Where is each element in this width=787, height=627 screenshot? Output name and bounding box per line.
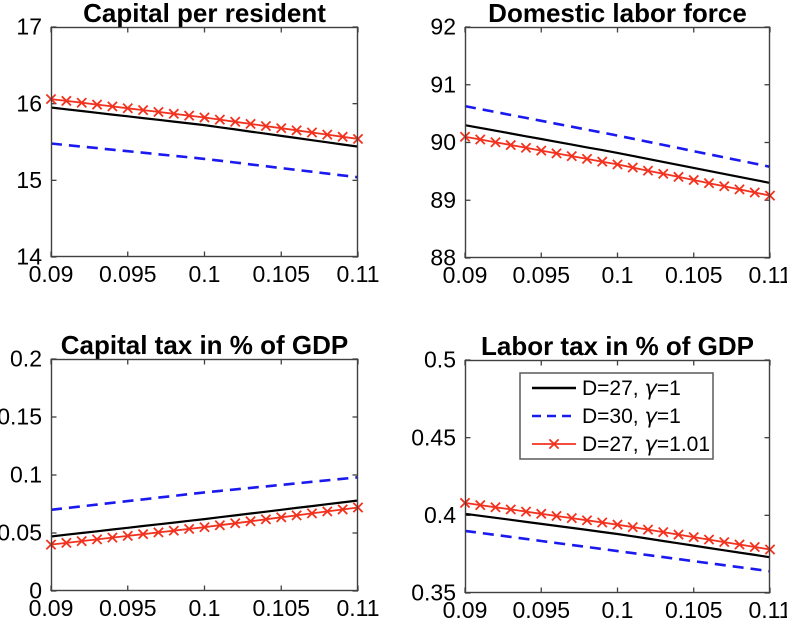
y-tick-label: 91 (430, 71, 456, 97)
axes-border (50, 26, 359, 258)
plot-canvas-labor-tax-gdp: 0.09 0.095 0.1 0.105 0.11 0.35 0.4 0.45 0.5 D=27,… (411, 347, 787, 623)
x-tick-label: 0.1 (602, 597, 634, 623)
series-markers-red (459, 497, 776, 555)
y-tick-label: 0.2 (10, 346, 42, 372)
y-tick-label: 92 (430, 14, 456, 40)
x-tick-label: 0.11 (336, 595, 379, 621)
chart-title: Capital tax in % of GDP (60, 330, 349, 360)
x-tick-label: 0.1 (189, 261, 221, 287)
plot-canvas-capital-per-resident: 0.09 0.095 0.1 0.105 0.11 14 15 16 17 (16, 14, 379, 287)
x-tick-label: 0.095 (99, 595, 157, 621)
series-line-black (464, 512, 771, 559)
series-markers-red (459, 131, 776, 201)
axes-border (464, 26, 771, 259)
x-tick-label: 0.1 (602, 262, 634, 288)
y-tick-label: 16 (16, 90, 42, 116)
legend-entry-label: D=27, γ=1.01 (582, 432, 710, 456)
x-tick-label: 0.11 (748, 597, 787, 623)
x-tick-label: 0.095 (512, 597, 570, 623)
legend-sample-marker (548, 438, 560, 450)
x-tick-label: 0.09 (443, 262, 488, 288)
axis-ticks (464, 26, 771, 259)
axis-tick-labels: 0.09 0.095 0.1 0.105 0.11 14 15 16 17 (16, 14, 379, 287)
series-line-black (464, 124, 771, 184)
y-tick-label: 14 (16, 244, 42, 270)
axis-ticks (50, 26, 359, 258)
x-tick-label: 0.105 (252, 261, 310, 287)
y-tick-label: 88 (430, 245, 456, 271)
axis-tick-labels: 0.09 0.095 0.1 0.105 0.11 0.35 0.4 0.45 0.5 (411, 347, 787, 623)
series-markers-red (45, 502, 364, 550)
series-line-black (50, 499, 359, 538)
x-tick-label: 0.105 (665, 262, 723, 288)
y-tick-label: 0.05 (0, 520, 42, 546)
y-tick-label: 0.1 (10, 462, 42, 488)
y-tick-label: 90 (430, 129, 456, 155)
plot-canvas-domestic-labor-force: 0.09 0.095 0.1 0.105 0.11 88 89 90 91 92 (430, 14, 787, 288)
series-line-black (50, 106, 359, 148)
series-line-blue (464, 104, 771, 169)
plot-canvas-capital-tax-gdp: 0.09 0.095 0.1 0.105 0.11 0 0.05 0.1 0.15 0.2 (0, 346, 380, 621)
legend-entry-label: D=30, γ=1 (582, 404, 681, 428)
subplot-capital-tax-gdp: Capital tax in % of GDP 0.09 0.095 0.1 0.10… (0, 330, 380, 621)
subplot-domestic-labor-force: Domestic labor force 0.09 0.095 0.1 0.105 0.… (430, 0, 787, 288)
y-tick-label: 0.45 (411, 424, 456, 450)
x-tick-label: 0.095 (99, 261, 157, 287)
y-tick-label: 17 (16, 14, 42, 40)
chart-title: Domestic labor force (488, 0, 747, 28)
chart-title: Labor tax in % of GDP (480, 331, 755, 361)
x-tick-label: 0.1 (189, 595, 221, 621)
x-tick-label: 0.09 (443, 597, 488, 623)
axes-border (464, 359, 771, 594)
axis-tick-labels: 0.09 0.095 0.1 0.105 0.11 0 0.05 0.1 0.15 0.2 (0, 346, 380, 621)
subplot-capital-per-resident: Capital per resident 0.09 0.095 0.1 0.105 0.… (16, 0, 379, 287)
axis-ticks (50, 358, 359, 592)
subplot-labor-tax-gdp: Labor tax in % of GDP 0.09 0.095 0.1 0.105 0… (411, 331, 787, 623)
x-tick-label: 0.11 (336, 261, 379, 287)
x-tick-label: 0.105 (665, 597, 723, 623)
x-tick-label: 0.09 (29, 261, 74, 287)
y-tick-label: 0.5 (424, 347, 456, 373)
series-line-blue (50, 476, 359, 512)
x-tick-label: 0.09 (29, 595, 74, 621)
y-tick-label: 0.4 (424, 502, 456, 528)
axis-tick-labels: 0.09 0.095 0.1 0.105 0.11 88 89 90 91 92 (430, 14, 787, 288)
y-tick-label: 15 (16, 167, 42, 193)
series-line-blue (50, 142, 359, 179)
y-tick-label: 0.35 (411, 580, 456, 606)
y-tick-label: 0 (29, 578, 42, 604)
series-markers-red (45, 93, 364, 145)
series-line-blue (464, 529, 771, 573)
x-tick-label: 0.11 (748, 262, 787, 288)
y-tick-label: 89 (430, 187, 456, 213)
axes-border (50, 358, 359, 592)
legend-entry-label: D=27, γ=1 (582, 376, 681, 400)
y-tick-label: 0.15 (0, 404, 42, 430)
legend: D=27, γ=1 D=30, γ=1 D=27, γ=1.01 (519, 372, 714, 460)
x-tick-label: 0.095 (512, 262, 570, 288)
x-tick-label: 0.105 (252, 595, 310, 621)
chart-title: Capital per resident (83, 0, 326, 28)
